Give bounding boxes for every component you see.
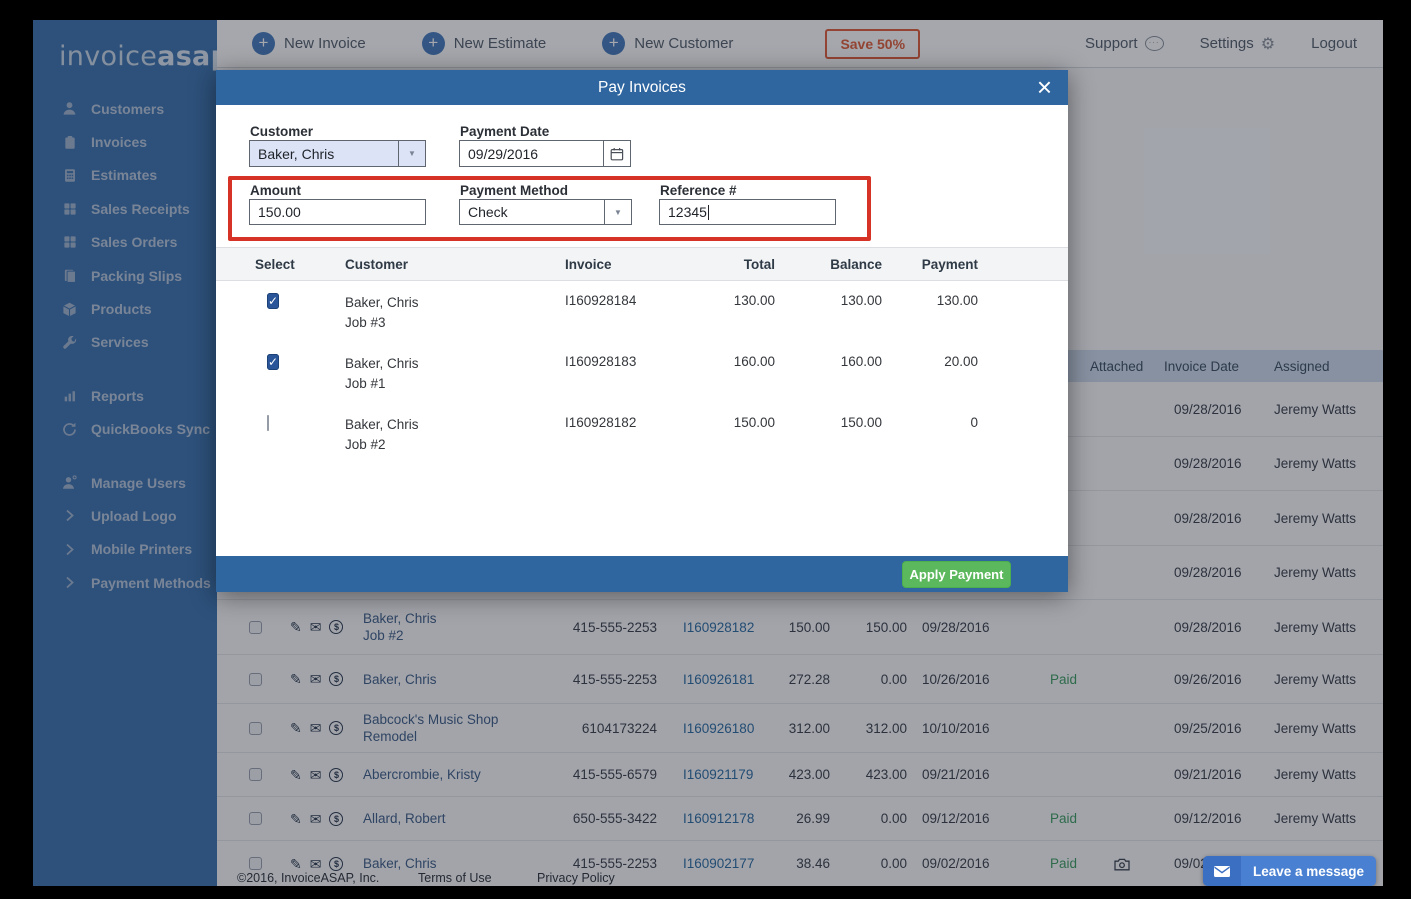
select-invoice-checkbox[interactable]: ✓ bbox=[267, 354, 279, 370]
select-invoice-checkbox[interactable]: ✓ bbox=[267, 293, 279, 309]
total-value: 130.00 bbox=[691, 293, 775, 308]
customer-name: Baker, Chris bbox=[345, 415, 565, 435]
column-header-balance: Balance bbox=[775, 257, 882, 272]
apply-payment-button[interactable]: Apply Payment bbox=[902, 561, 1011, 588]
app-window: invoiceasap Customers Invoices Estimates… bbox=[33, 20, 1383, 886]
column-header-total: Total bbox=[691, 257, 775, 272]
modal-table-row: ✓ Baker, ChrisJob #1 I160928183 160.00 1… bbox=[216, 342, 1068, 403]
payment-method-field-label: Payment Method bbox=[460, 183, 568, 198]
payment-date-value: 09/29/2016 bbox=[460, 141, 603, 166]
reference-value: 12345 bbox=[668, 204, 707, 220]
chevron-down-icon: ▼ bbox=[398, 141, 425, 166]
calendar-icon[interactable] bbox=[603, 141, 630, 166]
chevron-down-icon: ▼ bbox=[604, 200, 631, 224]
customer-select-value: Baker, Chris bbox=[250, 141, 398, 166]
reference-input[interactable]: 12345 bbox=[659, 199, 836, 225]
modal-table-row: ✓ Baker, ChrisJob #3 I160928184 130.00 1… bbox=[216, 281, 1068, 342]
amount-value: 150.00 bbox=[250, 200, 425, 224]
invoice-number: I160928182 bbox=[565, 415, 691, 430]
invoice-number: I160928184 bbox=[565, 293, 691, 308]
modal-table-row: Baker, ChrisJob #2 I160928182 150.00 150… bbox=[216, 403, 1068, 464]
job-name: Job #2 bbox=[345, 435, 565, 455]
balance-value: 130.00 bbox=[775, 293, 882, 308]
job-name: Job #3 bbox=[345, 313, 565, 333]
modal-invoice-table: Select Customer Invoice Total Balance Pa… bbox=[216, 247, 1068, 464]
modal-header: Pay Invoices × bbox=[216, 70, 1068, 105]
payment-date-field-label: Payment Date bbox=[460, 124, 549, 139]
pay-invoices-modal: Pay Invoices × Customer Baker, Chris ▼ P… bbox=[216, 70, 1068, 592]
column-header-invoice: Invoice bbox=[565, 257, 691, 272]
customer-select[interactable]: Baker, Chris ▼ bbox=[249, 140, 426, 167]
customer-name: Baker, Chris bbox=[345, 293, 565, 313]
reference-field-label: Reference # bbox=[660, 183, 737, 198]
amount-field-label: Amount bbox=[250, 183, 301, 198]
balance-value: 150.00 bbox=[775, 415, 882, 430]
column-header-select: Select bbox=[216, 257, 345, 272]
text-cursor bbox=[708, 205, 709, 220]
modal-title: Pay Invoices bbox=[598, 79, 686, 97]
payment-method-value: Check bbox=[460, 200, 604, 224]
column-header-customer: Customer bbox=[345, 257, 565, 272]
total-value: 160.00 bbox=[691, 354, 775, 369]
job-name: Job #1 bbox=[345, 374, 565, 394]
modal-footer: Apply Payment bbox=[216, 556, 1068, 592]
invoice-number: I160928183 bbox=[565, 354, 691, 369]
total-value: 150.00 bbox=[691, 415, 775, 430]
customer-name: Baker, Chris bbox=[345, 354, 565, 374]
chat-widget-label: Leave a message bbox=[1241, 864, 1376, 879]
amount-input[interactable]: 150.00 bbox=[249, 199, 426, 225]
payment-value: 130.00 bbox=[882, 293, 978, 308]
payment-date-input[interactable]: 09/29/2016 bbox=[459, 140, 631, 167]
leave-a-message-widget[interactable]: Leave a message bbox=[1203, 856, 1376, 886]
chat-envelope-icon bbox=[1203, 856, 1241, 886]
close-icon[interactable]: × bbox=[1037, 71, 1052, 104]
payment-value: 0 bbox=[882, 415, 978, 430]
payment-value: 20.00 bbox=[882, 354, 978, 369]
customer-field-label: Customer bbox=[250, 124, 313, 139]
modal-table-header: Select Customer Invoice Total Balance Pa… bbox=[216, 247, 1068, 281]
column-header-payment: Payment bbox=[882, 257, 978, 272]
select-invoice-checkbox[interactable] bbox=[267, 415, 269, 431]
balance-value: 160.00 bbox=[775, 354, 882, 369]
payment-method-select[interactable]: Check ▼ bbox=[459, 199, 632, 225]
